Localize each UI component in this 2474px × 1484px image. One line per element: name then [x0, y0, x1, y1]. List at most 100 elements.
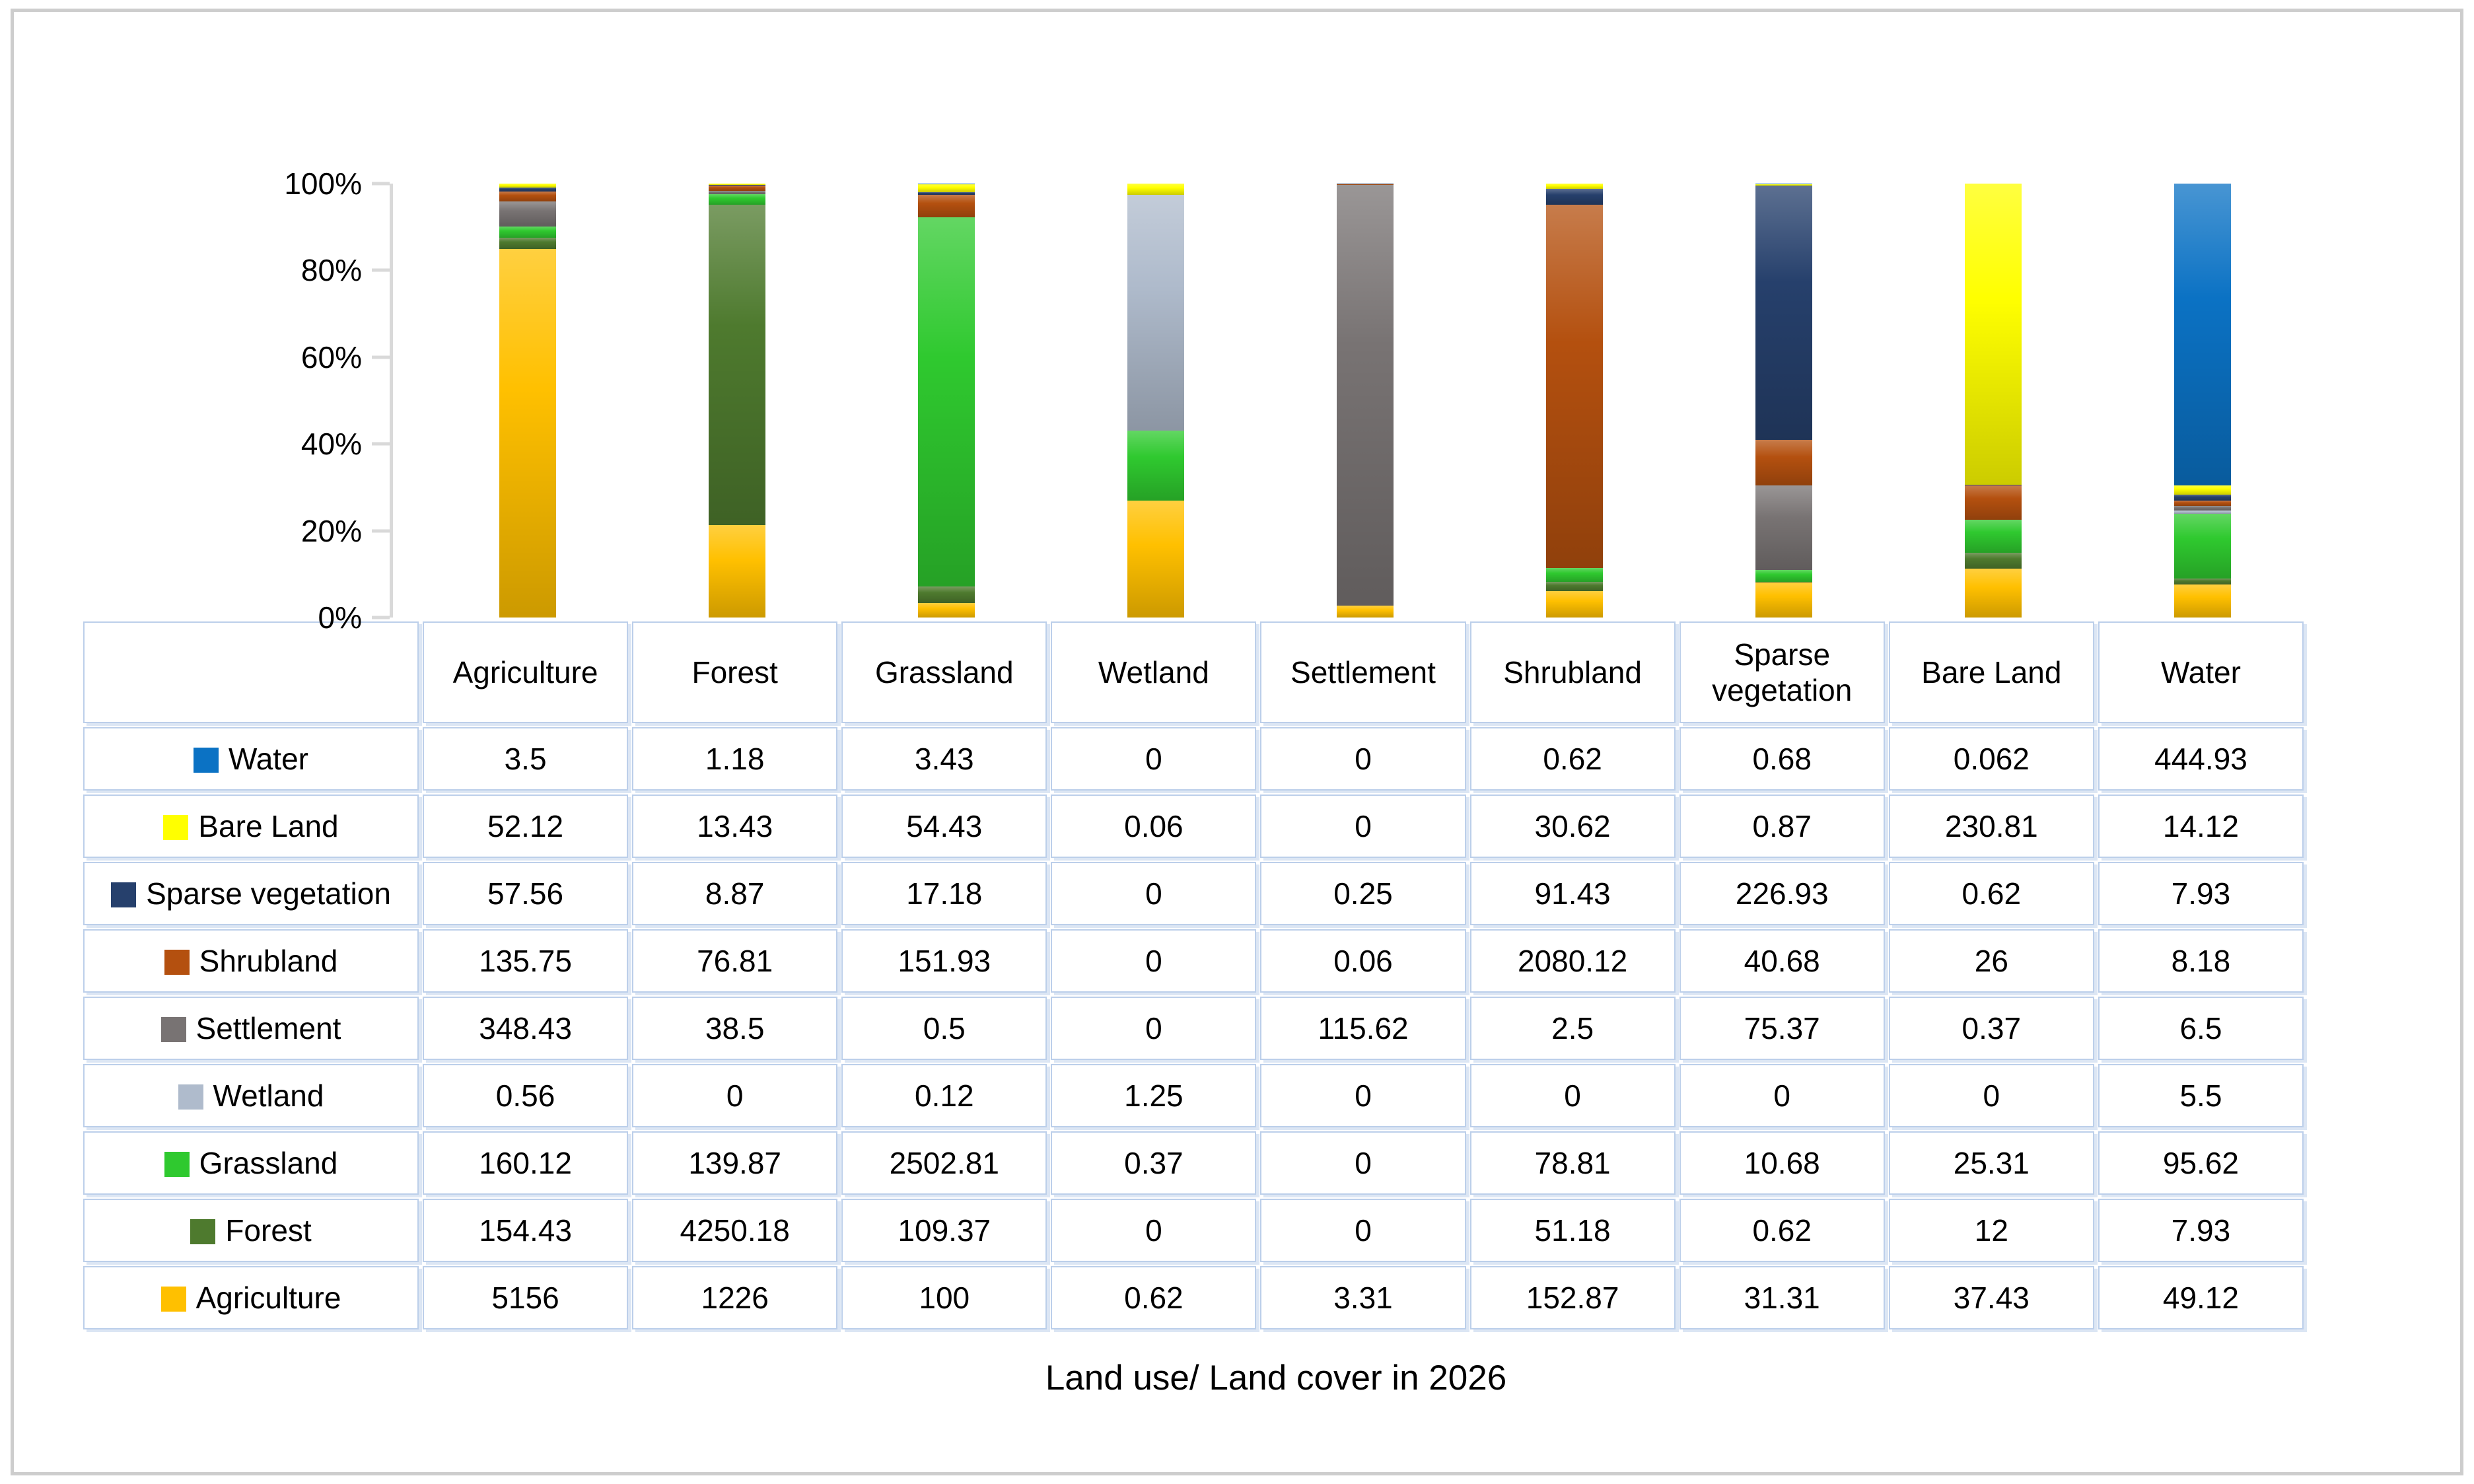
value-cell: 0.56 [423, 1064, 629, 1127]
value-cell: 37.43 [1888, 1266, 2094, 1329]
value-cell: 95.62 [2098, 1131, 2304, 1195]
row-label: Sparse vegetation [83, 862, 419, 925]
bar-segment-shrubland [1965, 485, 2022, 520]
value-cell: 109.37 [841, 1199, 1047, 1262]
value-cell: 0 [1260, 727, 1466, 791]
bar-segment-settlement [499, 201, 556, 227]
value-cell: 3.31 [1260, 1266, 1466, 1329]
bar-segment-settlement [1755, 485, 1813, 570]
row-label-text: Forest [225, 1213, 312, 1248]
bar-segment-agriculture [499, 248, 556, 618]
value-cell: 51.18 [1469, 1199, 1676, 1262]
value-cell: 0.68 [1679, 727, 1885, 791]
value-cell: 0 [632, 1064, 838, 1127]
value-cell: 230.81 [1888, 795, 2094, 858]
bar-segment-settlement [1336, 184, 1394, 606]
value-cell: 115.62 [1260, 997, 1466, 1060]
row-label: Agriculture [83, 1266, 419, 1329]
data-table: Agriculture Forest Grassland Wetland Settlem… [79, 618, 2308, 1333]
value-cell: 0.5 [841, 997, 1047, 1060]
value-cell: 2080.12 [1469, 929, 1676, 993]
value-cell: 3.5 [423, 727, 629, 791]
value-cell: 0.62 [1051, 1266, 1257, 1329]
value-cell: 17.18 [841, 862, 1047, 925]
value-cell: 49.12 [2098, 1266, 2304, 1329]
bar-segment-bare-land [499, 184, 556, 188]
bar-segment-forest [1965, 553, 2022, 569]
bar-segment-agriculture [2174, 584, 2232, 618]
value-cell: 0 [1260, 1199, 1466, 1262]
row-label-text: Water [229, 742, 308, 776]
value-cell: 1.18 [632, 727, 838, 791]
legend-swatch-forest [190, 1219, 216, 1244]
value-cell: 0.62 [1888, 862, 2094, 925]
bar-column-settlement [1260, 184, 1469, 618]
column-header-water: Water [2098, 621, 2304, 723]
column-header-bare-land: Bare Land [1888, 621, 2094, 723]
column-header-sparse-vegetation: Sparse vegetation [1679, 621, 1885, 723]
value-cell: 30.62 [1469, 795, 1676, 858]
value-cell: 78.81 [1469, 1131, 1676, 1195]
value-cell: 135.75 [423, 929, 629, 993]
y-axis-label: 80% [300, 253, 362, 288]
row-label: Grassland [83, 1131, 419, 1195]
value-cell: 154.43 [423, 1199, 629, 1262]
value-cell: 76.81 [632, 929, 838, 993]
value-cell: 0.62 [1469, 727, 1676, 791]
value-cell: 57.56 [423, 862, 629, 925]
value-cell: 1226 [632, 1266, 838, 1329]
table-row-grassland: Grassland 160.12 139.87 2502.81 0.37 0 78.81 10… [83, 1131, 2304, 1195]
row-label: Settlement [83, 997, 419, 1060]
value-cell: 0 [1679, 1064, 1885, 1127]
value-cell: 8.87 [632, 862, 838, 925]
value-cell: 40.68 [1679, 929, 1885, 993]
y-axis-line [390, 184, 393, 618]
value-cell: 6.5 [2098, 997, 2304, 1060]
bar-segment-forest [917, 586, 975, 603]
bar-segment-sparse-vegetation [2174, 495, 2232, 501]
stacked-bar [917, 184, 975, 618]
y-axis-tick [372, 616, 390, 619]
value-cell: 38.5 [632, 997, 838, 1060]
value-cell: 139.87 [632, 1131, 838, 1195]
table-row-sparse-vegetation: Sparse vegetation 57.56 8.87 17.18 0 0.25 91.4… [83, 862, 2304, 925]
bar-segment-grassland [1546, 568, 1604, 583]
legend-swatch-shrubland [164, 950, 190, 975]
row-label: Water [83, 727, 419, 791]
value-cell: 0 [1260, 1131, 1466, 1195]
value-cell: 0.06 [1260, 929, 1466, 993]
bar-segment-forest [2174, 579, 2232, 584]
column-header-grassland: Grassland [841, 621, 1047, 723]
value-cell: 1.25 [1051, 1064, 1257, 1127]
bar-segment-bare-land [1127, 184, 1184, 195]
bar-segment-sparse-vegetation [708, 184, 765, 186]
value-cell: 0.37 [1051, 1131, 1257, 1195]
column-header-settlement: Settlement [1260, 621, 1466, 723]
value-cell: 12 [1888, 1199, 2094, 1262]
value-cell: 0 [1051, 997, 1257, 1060]
row-label-text: Grassland [199, 1146, 338, 1180]
bar-segment-settlement [2174, 505, 2232, 511]
bar-segment-sparse-vegetation [499, 188, 556, 192]
value-cell: 0 [1469, 1064, 1676, 1127]
bar-segment-agriculture [1127, 500, 1184, 618]
y-axis-label: 100% [284, 166, 362, 201]
legend-swatch-agriculture [160, 1287, 186, 1312]
y-axis-label: 0% [318, 600, 362, 635]
bar-segment-grassland [917, 217, 975, 587]
y-axis-tick [372, 268, 390, 272]
value-cell: 2.5 [1469, 997, 1676, 1060]
bar-segment-shrubland [1755, 439, 1813, 485]
bar-segment-water [2174, 184, 2232, 485]
value-cell: 152.87 [1469, 1266, 1676, 1329]
column-header-wetland: Wetland [1051, 621, 1257, 723]
row-label-text: Sparse vegetation [146, 876, 391, 911]
legend-swatch-sparse-vegetation [111, 882, 137, 907]
bar-column-forest [632, 184, 841, 618]
bar-segment-wetland [1127, 195, 1184, 431]
bar-segment-shrubland [917, 194, 975, 217]
column-header-shrubland: Shrubland [1469, 621, 1676, 723]
value-cell: 151.93 [841, 929, 1047, 993]
bar-segment-bare-land [917, 184, 975, 192]
bar-segment-forest [1755, 581, 1813, 583]
